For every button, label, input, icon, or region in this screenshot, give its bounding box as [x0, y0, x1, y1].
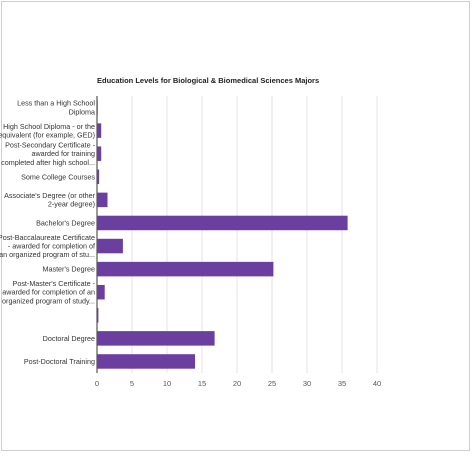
- bar: [97, 331, 215, 346]
- bar: [97, 192, 108, 208]
- x-tick-label: 0: [95, 379, 99, 388]
- category-label: High School Diploma - or the: [3, 122, 95, 131]
- x-tick-label: 20: [233, 379, 241, 388]
- x-tick-label: 25: [268, 379, 276, 388]
- x-tick-label: 15: [198, 379, 206, 388]
- category-label: Associate's Degree (or other: [4, 191, 95, 200]
- bar: [97, 146, 102, 161]
- category-label: Less than a High School: [17, 99, 95, 108]
- category-label: Post-Master's Certificate -: [13, 279, 96, 288]
- x-tick-label: 5: [130, 379, 134, 388]
- category-label: Some College Courses: [21, 172, 95, 181]
- bar: [97, 100, 98, 115]
- category-label: Post-Doctoral Training: [24, 357, 95, 366]
- x-tick-label: 30: [303, 379, 311, 388]
- category-label: completed after high school...: [1, 158, 95, 167]
- bar: [97, 215, 348, 231]
- x-tick-label: 40: [373, 379, 381, 388]
- bar: [97, 261, 274, 277]
- category-label: Bachelor's Degree: [36, 218, 95, 227]
- category-label: - awarded for completion of: [8, 242, 95, 251]
- bar: [97, 354, 195, 369]
- bar: [97, 284, 105, 300]
- category-label: 2-year degree): [48, 200, 95, 209]
- category-label: Post-Secondary Certificate -: [5, 141, 95, 150]
- x-tick-label: 10: [163, 379, 171, 388]
- category-label: Doctoral Degree: [43, 334, 95, 343]
- chart-title: Education Levels for Biological & Biomed…: [97, 76, 320, 85]
- bar: [97, 123, 102, 138]
- bar: [97, 308, 99, 323]
- category-label: equivalent (for example, GED): [0, 130, 95, 139]
- category-label: awarded for training: [31, 149, 95, 158]
- x-tick-label: 35: [338, 379, 346, 388]
- bar: [97, 238, 123, 254]
- bar: [97, 169, 100, 185]
- category-label: awarded for completion of an: [2, 288, 95, 297]
- category-label: Post-Baccalaureate Certificate: [0, 233, 95, 242]
- category-label: organized program of study...: [2, 296, 95, 305]
- category-label: Diploma: [69, 107, 95, 116]
- category-label: an organized program of stu...: [0, 250, 95, 259]
- category-label: Master's Degree: [42, 265, 95, 274]
